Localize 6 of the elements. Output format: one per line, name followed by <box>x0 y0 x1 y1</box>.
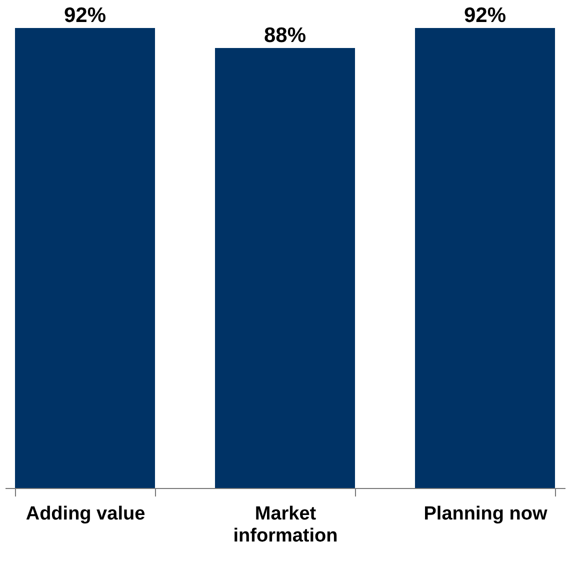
x-tick-label: Planning now <box>424 504 548 524</box>
data-label: 92% <box>64 4 106 27</box>
x-tick-label: Market information <box>233 504 338 546</box>
data-label: 92% <box>464 4 506 27</box>
data-label: 88% <box>264 24 306 47</box>
x-tick-label: Adding value <box>26 504 146 524</box>
